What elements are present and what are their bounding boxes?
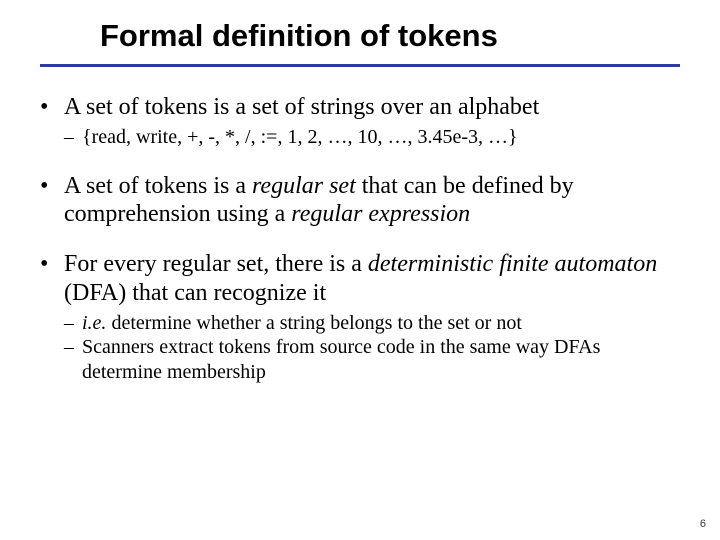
dash-icon: – xyxy=(64,335,82,359)
bullet-text: A set of tokens is a regular set that ca… xyxy=(64,172,680,229)
dash-icon: – xyxy=(64,311,82,335)
bullet-text: A set of tokens is a set of strings over… xyxy=(64,93,680,121)
sub-list: – {read, write, +, -, *, /, :=, 1, 2, …,… xyxy=(40,125,680,149)
bullet-list: • A set of tokens is a set of strings ov… xyxy=(40,93,680,384)
slide: Formal definition of tokens • A set of t… xyxy=(0,0,720,540)
slide-content: • A set of tokens is a set of strings ov… xyxy=(40,93,680,384)
dash-icon: – xyxy=(64,125,82,149)
bullet-dot-icon: • xyxy=(40,172,64,200)
bullet-dot-icon: • xyxy=(40,250,64,278)
title-underline xyxy=(40,64,680,67)
bullet-text: For every regular set, there is a determ… xyxy=(64,250,680,307)
slide-title: Formal definition of tokens xyxy=(40,18,680,54)
sub-item: – Scanners extract tokens from source co… xyxy=(64,335,680,384)
bullet-dot-icon: • xyxy=(40,93,64,121)
sub-item: – i.e. determine whether a string belong… xyxy=(64,311,680,335)
sub-item: – {read, write, +, -, *, /, :=, 1, 2, …,… xyxy=(64,125,680,149)
bullet-item: • A set of tokens is a regular set that … xyxy=(40,172,680,229)
page-number: 6 xyxy=(700,518,706,530)
sub-text: Scanners extract tokens from source code… xyxy=(82,335,680,384)
bullet-item: • For every regular set, there is a dete… xyxy=(40,250,680,384)
sub-text: i.e. determine whether a string belongs … xyxy=(82,311,680,335)
bullet-item: • A set of tokens is a set of strings ov… xyxy=(40,93,680,150)
sub-text: {read, write, +, -, *, /, :=, 1, 2, …, 1… xyxy=(82,125,680,149)
sub-list: – i.e. determine whether a string belong… xyxy=(40,311,680,384)
